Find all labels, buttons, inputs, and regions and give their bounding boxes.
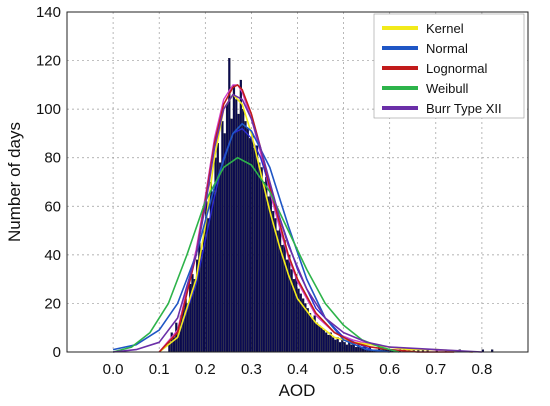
legend: Kernel Normal Lognormal Weibull Burr Type XI… <box>373 13 525 119</box>
histogram-bar <box>230 118 233 353</box>
histogram-bar <box>338 342 342 353</box>
tick-labels: 0.0 0.1 0.2 0.3 0.4 0.5 0.6 0.7 0.8 0 20 40 60 80 100 1… <box>36 4 492 378</box>
histogram-bar <box>260 167 263 353</box>
histogram-bar <box>237 113 240 353</box>
histogram-bar <box>225 104 229 353</box>
histogram-bar <box>336 337 339 353</box>
x-axis-title: AOD <box>279 381 316 400</box>
histogram-bar <box>322 330 325 353</box>
histogram-bar <box>283 240 286 353</box>
histogram-bar <box>288 254 291 353</box>
y-tick-label: 100 <box>36 101 61 118</box>
fit-curve-normal <box>112 122 390 353</box>
plot-frame <box>66 11 529 353</box>
histogram-bar <box>265 177 268 353</box>
histogram-bar <box>274 218 277 353</box>
y-tick-label: 140 <box>36 4 61 21</box>
histogram-bar <box>253 147 256 353</box>
histogram-bar <box>235 99 238 353</box>
legend-label: Kernel <box>426 21 464 36</box>
histogram-bar <box>281 245 284 353</box>
histogram-bar <box>345 344 349 353</box>
histogram-bar <box>184 298 187 353</box>
histogram-bar <box>311 317 314 353</box>
histogram-bar <box>200 249 203 353</box>
histogram-bar <box>318 325 321 353</box>
x-tick-label: 0.6 <box>379 361 400 378</box>
histogram-bar <box>350 344 353 353</box>
histogram-bar <box>276 230 279 353</box>
histogram-bar <box>207 218 210 353</box>
histogram-bar <box>352 344 355 353</box>
x-tick-label: 0.3 <box>241 361 262 378</box>
y-tick-label: 120 <box>36 53 61 70</box>
x-tick-label: 0.5 <box>333 361 354 378</box>
histogram-bar <box>262 181 266 353</box>
histogram-bar <box>221 121 224 353</box>
y-tick-label: 20 <box>44 295 61 312</box>
x-tick-label: 0.0 <box>103 361 124 378</box>
histogram-bar <box>219 162 222 353</box>
axes <box>66 11 529 353</box>
histogram-bar <box>348 342 351 353</box>
histogram-bar <box>244 121 247 353</box>
histogram-bar <box>308 313 312 353</box>
histogram-bar <box>239 79 242 353</box>
y-tick-label: 80 <box>44 150 61 167</box>
histogram-bar <box>325 332 328 353</box>
fit-curve-weibull <box>112 156 400 353</box>
histogram-bar <box>272 211 275 353</box>
histogram-bar <box>306 308 309 353</box>
legend-label: Weibull <box>426 81 469 96</box>
x-tick-label: 0.2 <box>195 361 216 378</box>
histogram-bar <box>212 191 215 353</box>
histogram-bar <box>334 339 337 353</box>
histogram-bar <box>295 274 298 353</box>
histogram-bar <box>331 337 335 353</box>
histogram-bar <box>267 196 270 353</box>
histogram-bar <box>315 322 319 353</box>
y-tick-label: 0 <box>53 344 61 361</box>
legend-label: Lognormal <box>426 61 488 76</box>
y-axis-title: Number of days <box>5 122 24 242</box>
x-tick-label: 0.7 <box>425 361 446 378</box>
x-tick-label: 0.8 <box>471 361 492 378</box>
y-tick-label: 60 <box>44 198 61 215</box>
histogram-bar <box>248 138 252 353</box>
fit-curve-burr-type-xii <box>113 93 482 353</box>
histogram-bar <box>242 109 245 353</box>
legend-label: Burr Type XII <box>426 101 502 116</box>
x-tick-label: 0.1 <box>149 361 170 378</box>
extra-fit-curve <box>158 127 372 353</box>
histogram-bar <box>341 339 344 353</box>
legend-label: Normal <box>426 41 468 56</box>
histogram-bar <box>255 145 259 353</box>
fit-curves <box>112 84 482 353</box>
histogram-bar <box>327 334 330 353</box>
histogram-bar <box>258 162 261 353</box>
histogram-bar <box>320 327 323 353</box>
y-tick-label: 40 <box>44 247 61 264</box>
histogram-bar <box>355 347 358 353</box>
histogram-bar <box>232 84 236 353</box>
histogram-bar <box>343 342 346 353</box>
x-tick-label: 0.4 <box>287 361 308 378</box>
